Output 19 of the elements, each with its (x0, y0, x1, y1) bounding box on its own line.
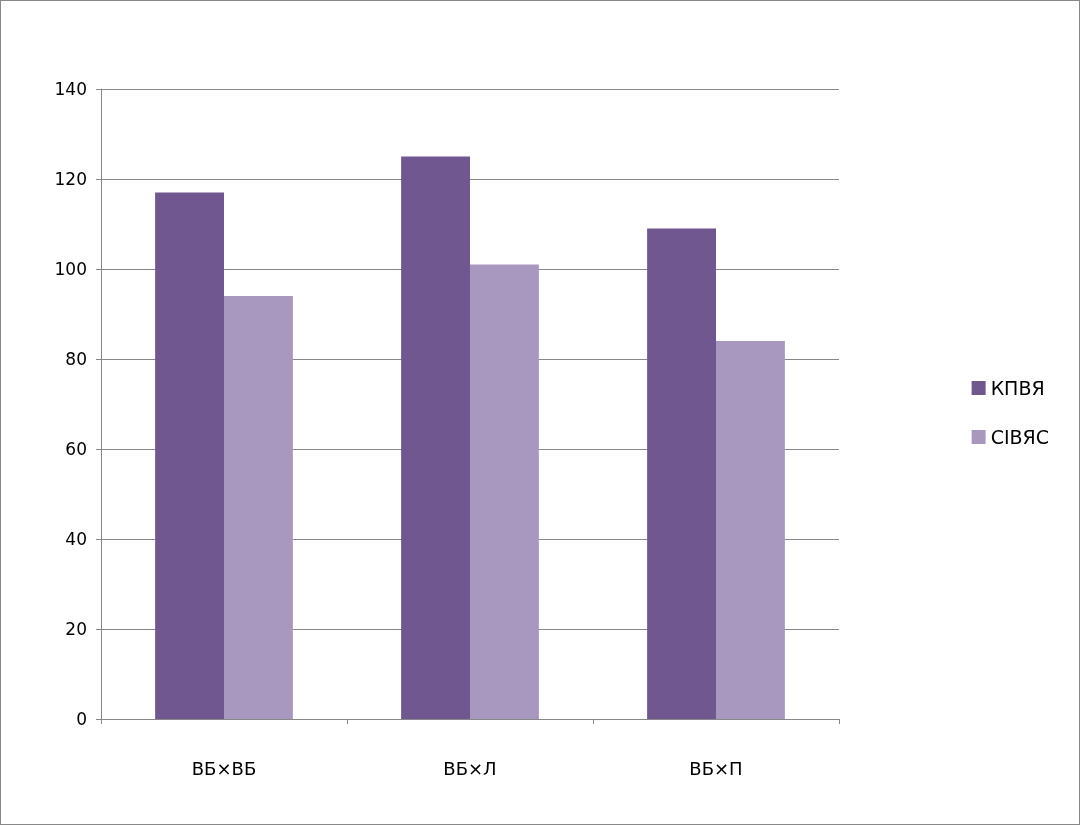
y-tick-label: 20 (65, 619, 87, 639)
y-tick-label: 120 (54, 169, 87, 189)
x-tick-label: ВБ×Л (443, 757, 497, 779)
bar (470, 264, 539, 719)
y-tick-label: 60 (65, 439, 87, 459)
x-tick-label: ВБ×ВБ (191, 757, 257, 779)
y-tick-label: 0 (76, 709, 87, 729)
legend-label: КПВЯ (990, 377, 1045, 399)
bar (155, 192, 224, 719)
bar (224, 296, 293, 719)
bar (716, 341, 785, 719)
bar (401, 156, 470, 719)
y-tick-label: 80 (65, 349, 87, 369)
x-tick-label: ВБ×П (689, 757, 743, 779)
y-tick-label: 140 (54, 79, 87, 99)
legend-label: СІВЯС (990, 426, 1049, 448)
bar (647, 228, 716, 719)
y-tick-label: 100 (54, 259, 87, 279)
y-tick-label: 40 (65, 529, 87, 549)
